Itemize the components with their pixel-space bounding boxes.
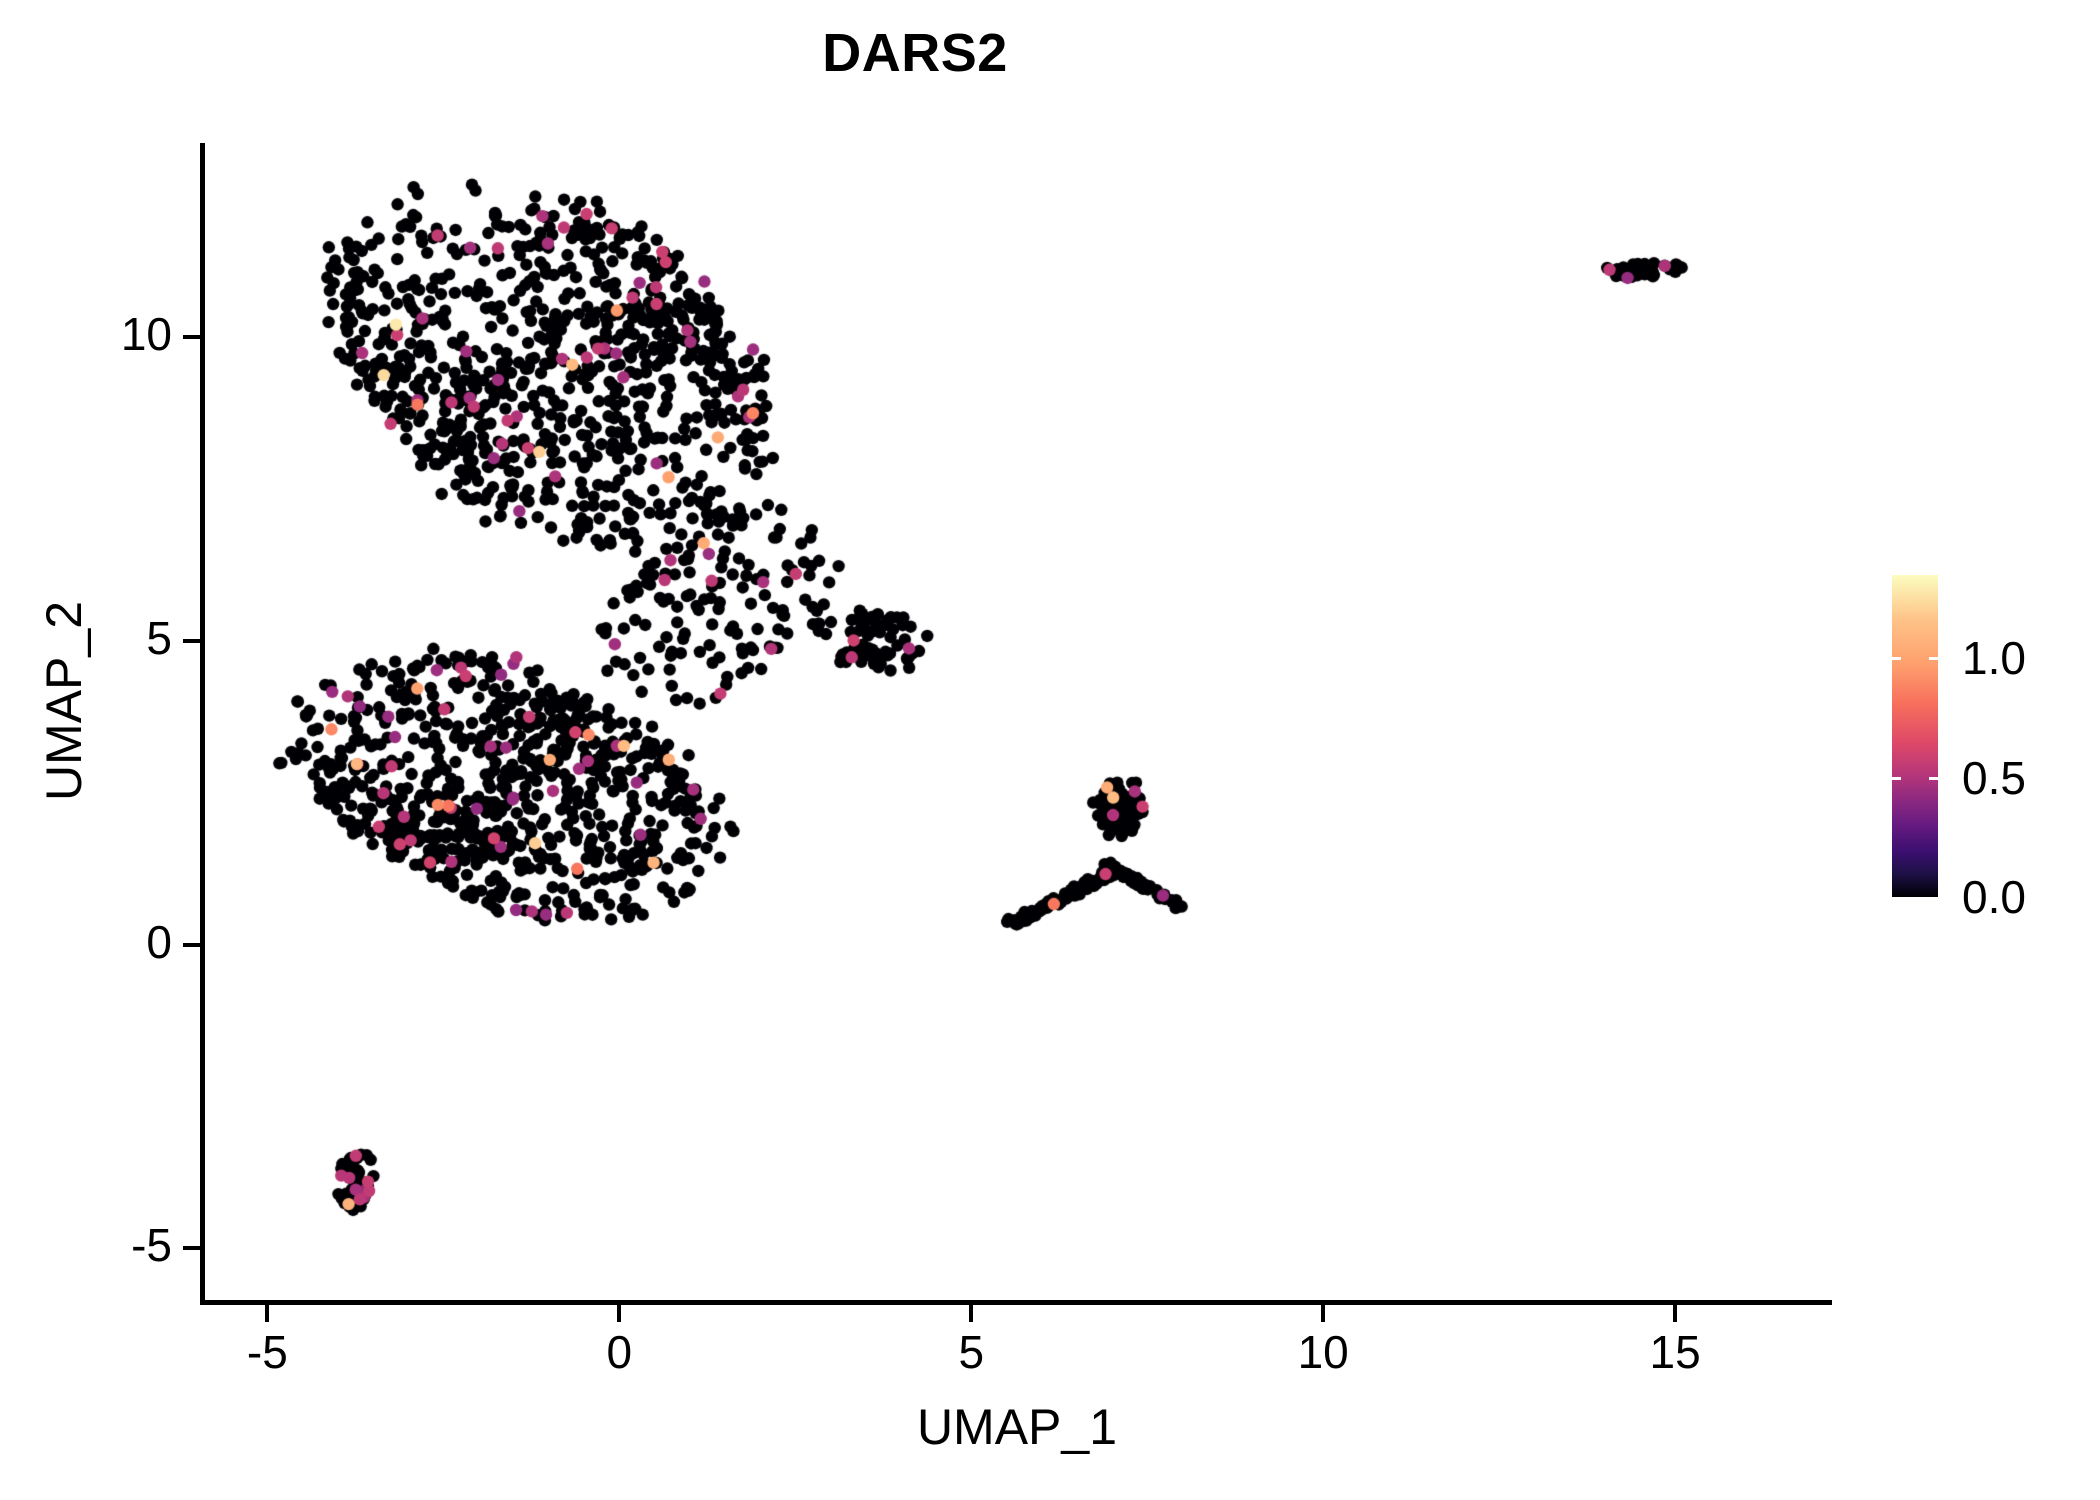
- x-tick-mark: [617, 1305, 622, 1322]
- x-tick-label: 15: [1649, 1326, 1701, 1378]
- x-tick-label: -5: [246, 1326, 288, 1378]
- y-tick-label: 10: [120, 308, 172, 361]
- scatter-points-canvas: [204, 143, 1830, 1303]
- y-tick-label: -5: [131, 1219, 172, 1272]
- x-axis-line: [200, 1300, 1832, 1305]
- colorbar-tick-label: 0.5: [1962, 751, 2026, 804]
- colorbar-gradient: [1892, 575, 1938, 897]
- colorbar-tick-label: 1.0: [1962, 632, 2026, 685]
- x-tick-mark: [969, 1305, 974, 1322]
- page-title: DARS2: [822, 23, 1008, 83]
- x-tick-label: 5: [958, 1326, 985, 1378]
- y-tick-mark: [183, 1246, 200, 1251]
- colorbar-tick-mark: [1892, 776, 1901, 780]
- x-tick-mark: [1673, 1305, 1678, 1322]
- x-tick-label: 10: [1297, 1326, 1349, 1378]
- colorbar-tick-mark: [1892, 657, 1901, 661]
- y-axis-line: [200, 143, 205, 1305]
- x-tick-mark: [1321, 1305, 1326, 1322]
- y-tick-mark: [183, 639, 200, 643]
- y-tick-mark: [183, 942, 200, 947]
- y-tick-label: 0: [146, 915, 172, 968]
- colorbar-tick-label: 0.0: [1962, 871, 2026, 923]
- x-tick-mark: [265, 1305, 270, 1322]
- colorbar-tick-mark: [1929, 776, 1938, 780]
- y-tick-label: 5: [146, 612, 172, 664]
- colorbar-legend: 1.0 0.5 0.0: [1892, 575, 2092, 923]
- x-tick-label: 0: [606, 1326, 633, 1378]
- y-axis-title: UMAP_2: [36, 600, 92, 802]
- colorbar-tick-mark: [1929, 657, 1938, 661]
- plot-panel: [204, 143, 1830, 1303]
- y-tick-mark: [183, 335, 200, 340]
- x-axis-title: UMAP_1: [916, 1399, 1118, 1455]
